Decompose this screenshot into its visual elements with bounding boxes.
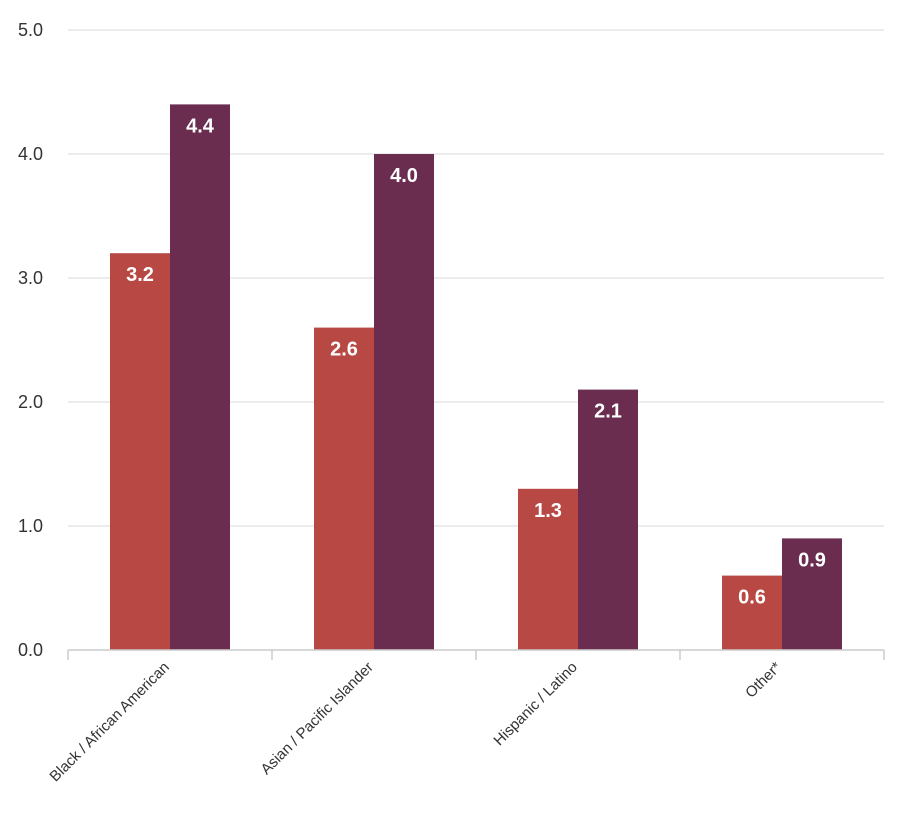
x-axis-category-labels: Black / African American Asian / Pacific … (46, 659, 784, 785)
bar-series-2 (578, 389, 638, 650)
y-axis-ticks: 0.0 1.0 2.0 3.0 4.0 5.0 (18, 20, 43, 660)
bar-series-1 (110, 253, 170, 650)
bar-series-1 (314, 327, 374, 650)
x-category-label: Black / African American (46, 659, 172, 785)
bar-series-1 (722, 575, 782, 650)
y-tick-label: 1.0 (18, 516, 43, 536)
data-label: 2.1 (594, 401, 622, 423)
bar-series-2 (374, 154, 434, 650)
x-axis (67, 649, 885, 660)
x-category-label: Asian / Pacific Islander (258, 659, 377, 778)
data-label: 4.0 (390, 165, 418, 187)
bar-series-1 (518, 488, 578, 650)
y-tick-label: 3.0 (18, 268, 43, 288)
y-tick-label: 4.0 (18, 144, 43, 164)
x-category-label: Hispanic / Latino (490, 659, 580, 749)
x-category-label: Other* (742, 659, 785, 702)
data-label: 0.9 (798, 549, 826, 571)
data-label: 2.6 (330, 339, 358, 361)
bar-series-2 (170, 104, 230, 650)
data-label: 0.6 (738, 587, 766, 609)
y-tick-label: 0.0 (18, 640, 43, 660)
y-tick-label: 5.0 (18, 20, 43, 40)
y-tick-label: 2.0 (18, 392, 43, 412)
data-label: 1.3 (534, 500, 562, 522)
bars: 3.2 2.6 1.3 0.6 4.4 4.0 2.1 0.9 (110, 104, 842, 650)
data-label: 3.2 (126, 264, 154, 286)
bar-series-2 (782, 538, 842, 650)
data-label: 4.4 (186, 115, 215, 137)
